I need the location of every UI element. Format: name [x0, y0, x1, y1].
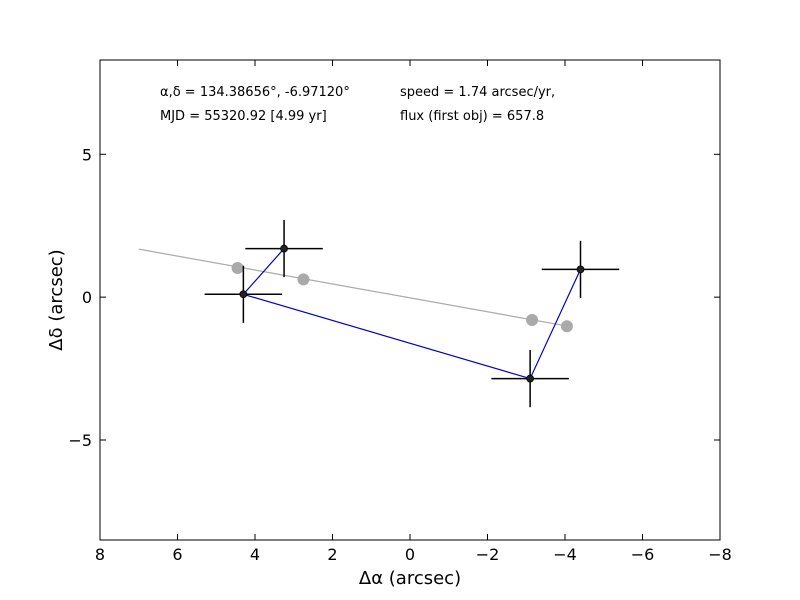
x-tick-label: 4 [250, 545, 260, 564]
ticks-layer: 8 6 4 2 0 −2 −4 −6 −8 5 0 −5 [68, 60, 732, 564]
x-tick-label: −6 [631, 545, 655, 564]
y-tick-label: 0 [82, 288, 92, 307]
x-tick-label: 8 [95, 545, 105, 564]
annotation-flux: flux (first obj) = 657.8 [400, 109, 544, 124]
plot-area [99, 59, 721, 541]
model-track-line [138, 248, 566, 327]
observed-point [239, 290, 248, 299]
x-tick-label: 2 [327, 545, 337, 564]
x-tick-label: 0 [405, 545, 415, 564]
model-point [297, 273, 310, 286]
annotation-speed: speed = 1.74 arcsec/yr, [400, 85, 555, 100]
observed-point [576, 265, 585, 274]
observed-point [526, 374, 535, 383]
marks-layer [138, 220, 620, 408]
model-point [231, 262, 244, 274]
x-tick-label: −8 [708, 545, 732, 564]
x-tick-label: 6 [172, 545, 182, 564]
x-tick-label: −4 [553, 545, 577, 564]
y-tick-label: −5 [68, 431, 92, 450]
y-axis-label: Δδ (arcsec) [46, 249, 67, 350]
model-point [526, 314, 539, 326]
x-tick-label: −2 [476, 545, 500, 564]
observed-point [280, 244, 288, 253]
model-point [560, 320, 573, 333]
x-axis-label: Δα (arcsec) [359, 568, 461, 589]
annotation-mjd: MJD = 55320.92 [4.99 yr] [160, 109, 327, 124]
y-tick-label: 5 [82, 145, 92, 164]
observed-path-line [242, 248, 582, 380]
annotation-coords: α,δ = 134.38656°, -6.97120° [160, 85, 350, 100]
